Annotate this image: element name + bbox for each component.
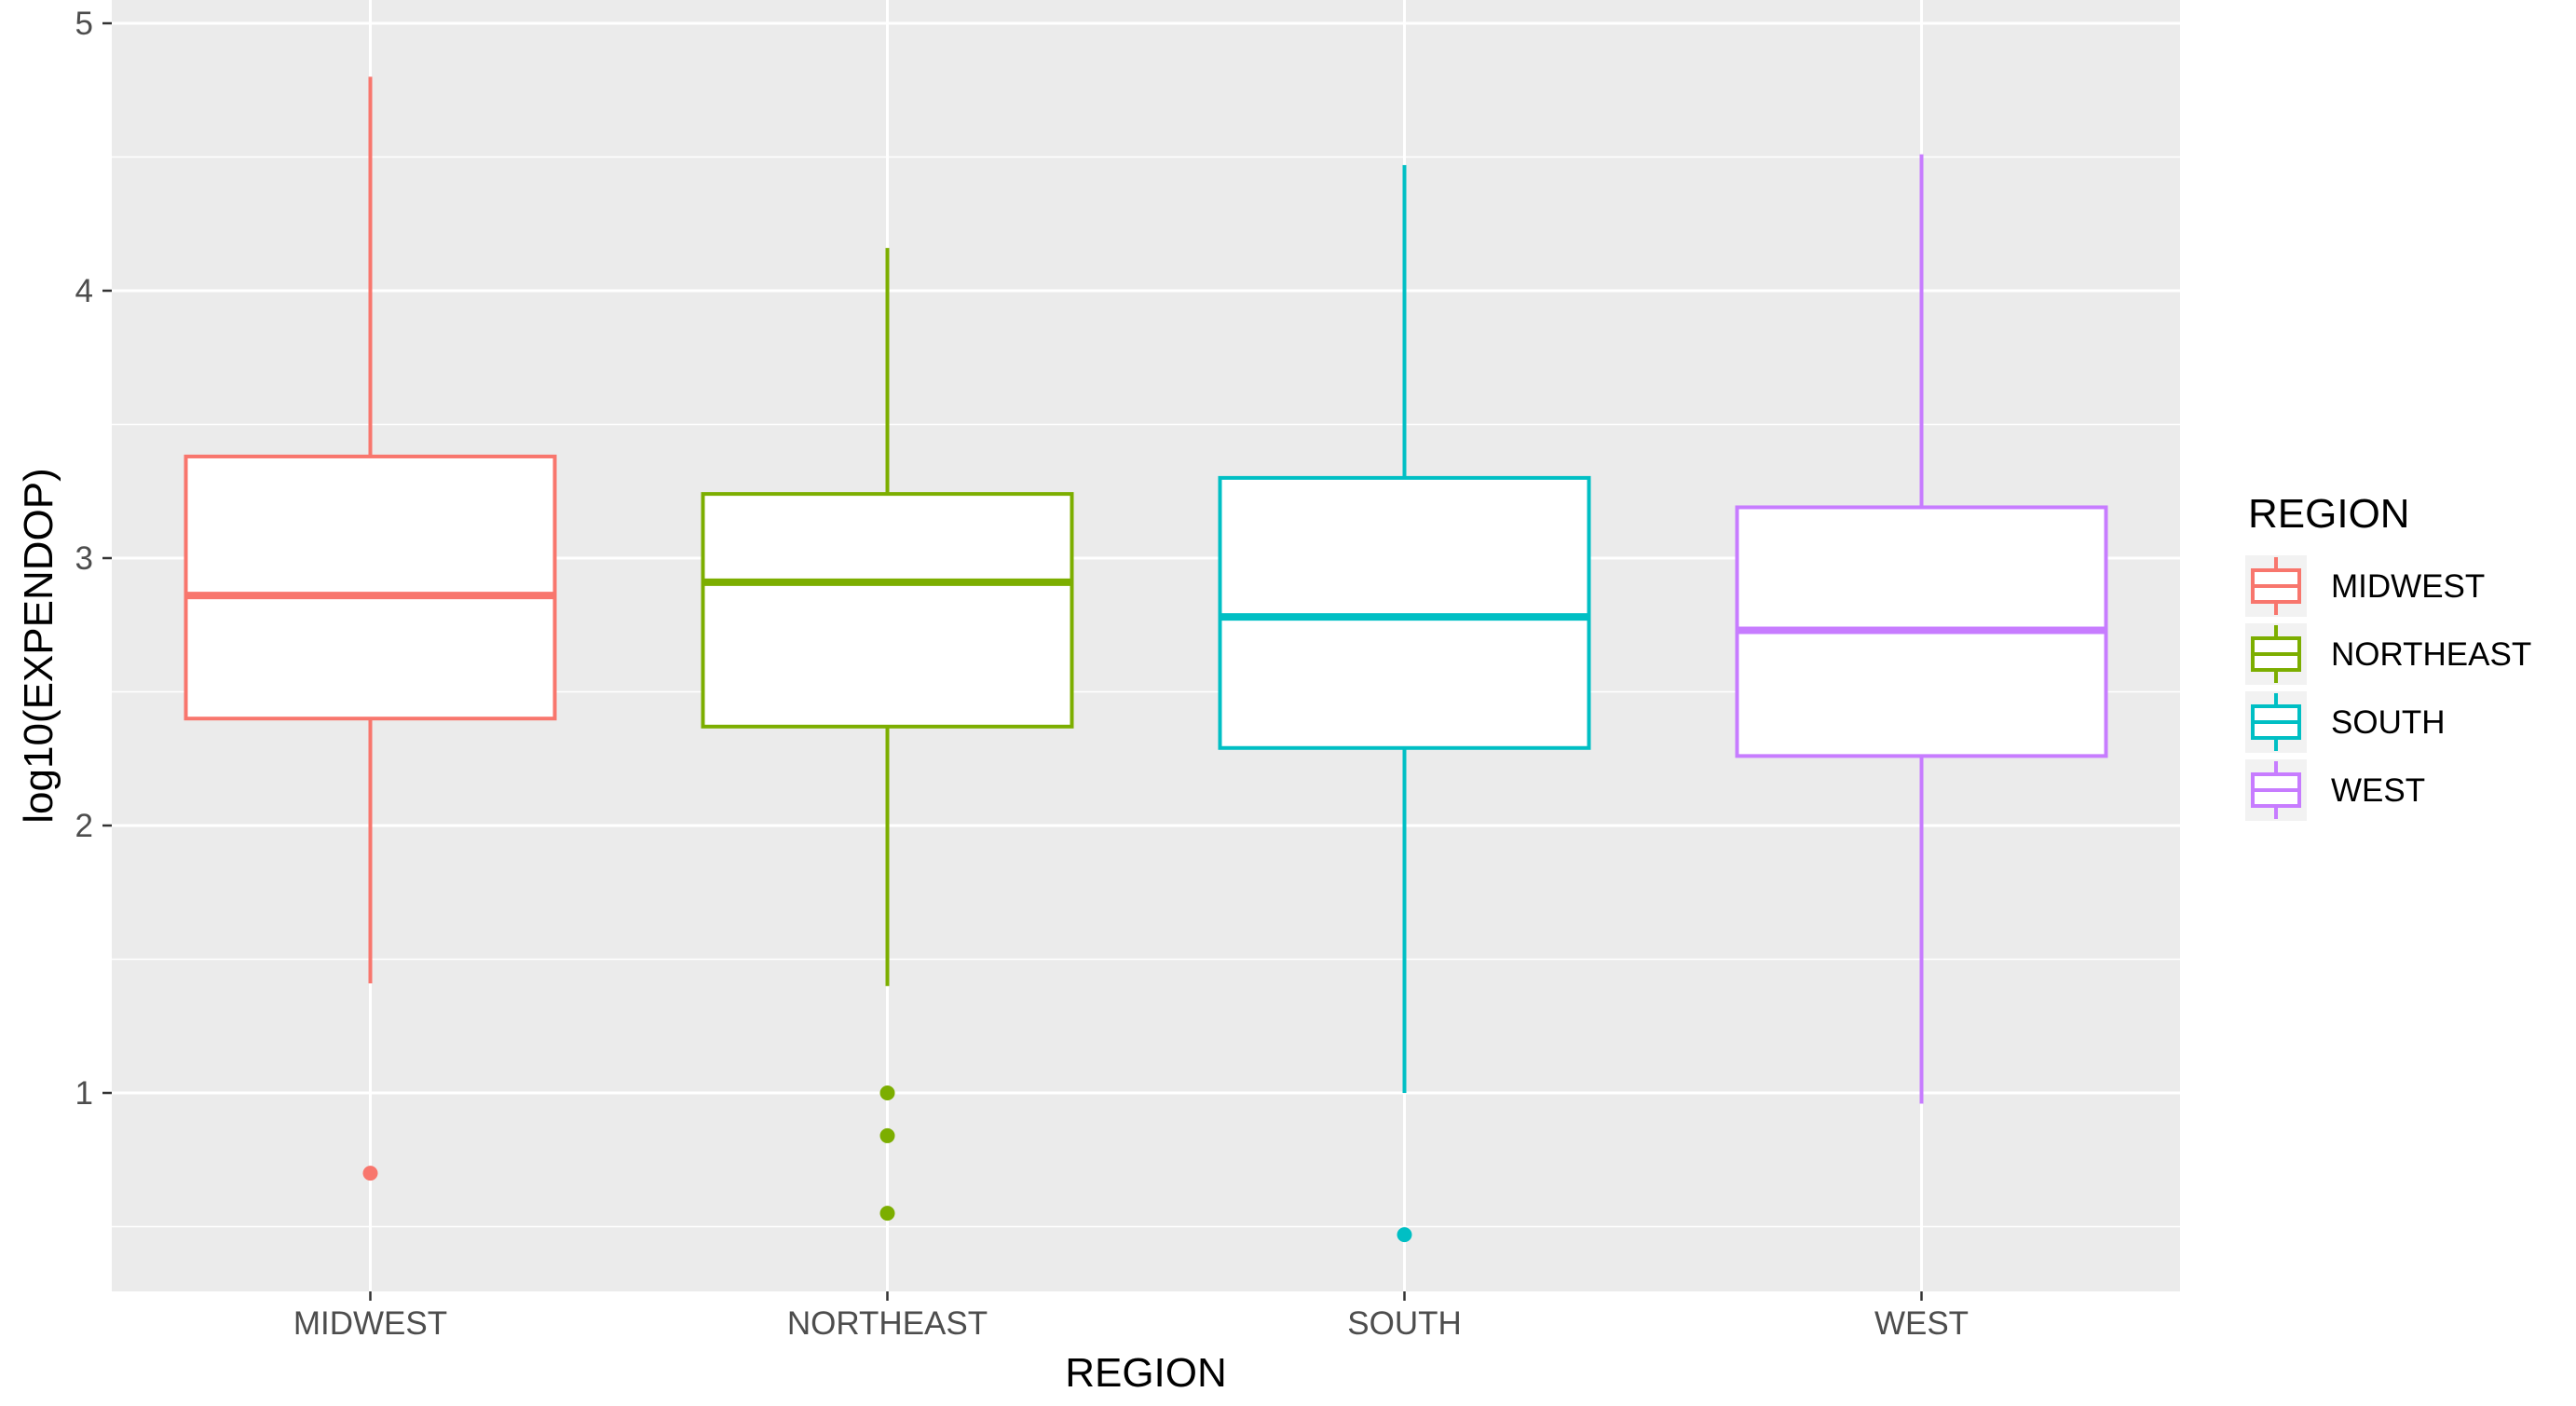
y-tick-label: 4: [75, 273, 93, 309]
y-tick-label: 2: [75, 808, 93, 844]
x-tick-label: SOUTH: [1347, 1305, 1462, 1342]
box-west: [1735, 154, 2108, 1104]
y-tick-label: 5: [75, 6, 93, 42]
box-northeast: [701, 248, 1074, 1222]
x-tick-label: NORTHEAST: [787, 1305, 988, 1342]
legend-label: MIDWEST: [2331, 568, 2485, 605]
x-tick-label: WEST: [1874, 1305, 1969, 1342]
legend-key-northeast: NORTHEAST: [2245, 623, 2531, 685]
x-axis-title: REGION: [1065, 1350, 1227, 1396]
outlier-point: [362, 1166, 378, 1181]
box-iqr: [1218, 475, 1591, 750]
legend-label: NORTHEAST: [2331, 636, 2531, 673]
box-midwest: [184, 76, 557, 1181]
outlier-point: [1397, 1227, 1412, 1243]
box-south: [1218, 165, 1591, 1243]
legend-keys: MIDWEST NORTHEAST SOUTH WEST: [2245, 555, 2531, 821]
x-tick-label: MIDWEST: [293, 1305, 447, 1342]
y-axis-title: log10(EXPENDOP): [16, 468, 61, 823]
outlier-point: [879, 1127, 895, 1143]
legend-key-south: SOUTH: [2245, 691, 2446, 753]
legend-title: REGION: [2248, 491, 2410, 537]
legend-key-west: WEST: [2245, 759, 2425, 821]
legend-label: WEST: [2331, 772, 2425, 809]
y-axis: 1 2 3 4 5: [75, 6, 112, 1112]
outlier-point: [879, 1085, 895, 1100]
box-iqr: [184, 454, 557, 721]
outlier-point: [879, 1206, 895, 1222]
y-tick-label: 1: [75, 1075, 93, 1112]
legend-key-midwest: MIDWEST: [2245, 555, 2485, 617]
box-iqr: [701, 492, 1074, 729]
legend: REGION MIDWEST NORTHEAST SOUTH WEST: [2245, 491, 2531, 821]
boxes: [184, 76, 2108, 1243]
y-tick-label: 3: [75, 540, 93, 577]
legend-label: SOUTH: [2331, 704, 2446, 741]
x-axis: MIDWEST NORTHEAST SOUTH WEST: [293, 1291, 1969, 1342]
